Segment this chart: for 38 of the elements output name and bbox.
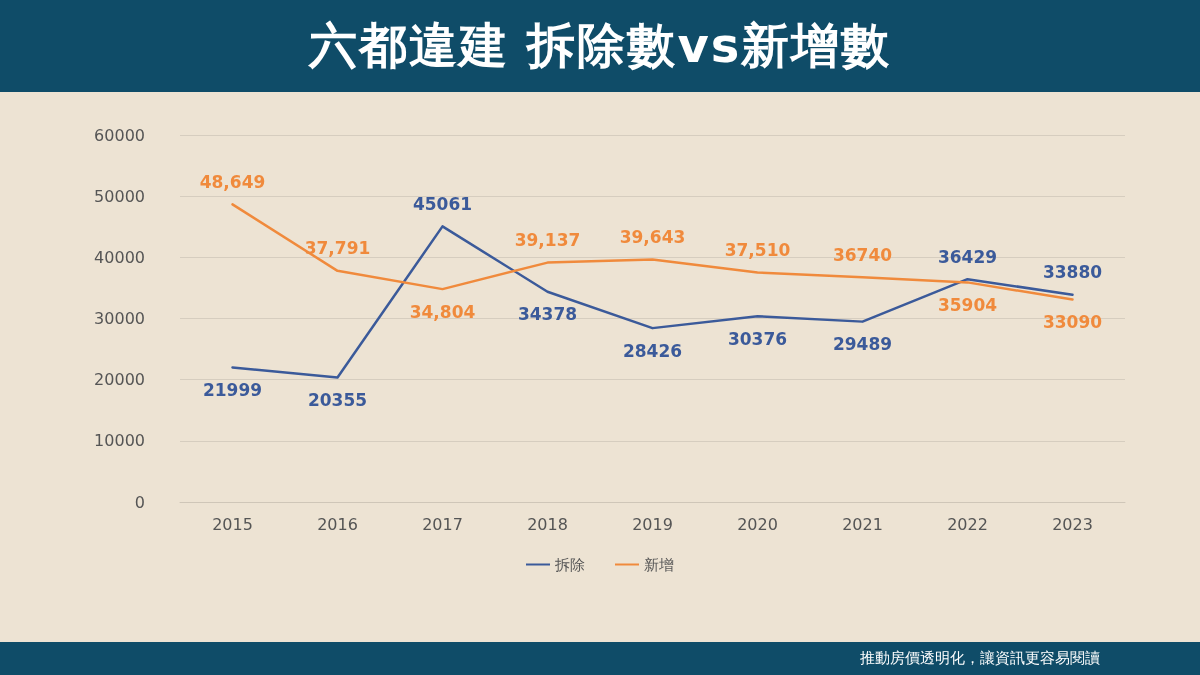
- x-tick-label: 2015: [212, 514, 253, 534]
- data-label: 37,791: [304, 238, 371, 259]
- data-label: 45061: [412, 193, 473, 214]
- data-label: 30376: [727, 328, 788, 349]
- y-tick-label: 50000: [94, 186, 145, 206]
- y-tick-label: 10000: [94, 431, 145, 451]
- data-label: 35904: [937, 294, 998, 315]
- y-tick-label: 20000: [94, 370, 145, 390]
- x-tick-label: 2019: [632, 514, 673, 534]
- data-label: 20355: [307, 390, 368, 410]
- x-tick-label: 2021: [842, 514, 883, 534]
- x-tick-label: 2023: [1052, 514, 1093, 534]
- chart-title: 六都違建 拆除數vs新增數: [308, 16, 892, 75]
- y-tick-label: 30000: [94, 309, 145, 328]
- data-label: 48,649: [199, 171, 266, 192]
- data-label: 36740: [832, 244, 893, 265]
- data-label: 37,510: [724, 240, 791, 261]
- x-tick-label: 2017: [422, 514, 463, 534]
- x-tick-label: 2016: [317, 514, 358, 534]
- data-label: 39,137: [514, 230, 581, 251]
- y-tick-label: 40000: [94, 247, 145, 267]
- data-label: 21999: [202, 379, 263, 400]
- x-tick-label: 2020: [737, 514, 778, 534]
- data-label: 39,643: [619, 227, 686, 248]
- x-tick-label: 2022: [947, 514, 988, 534]
- data-label: 33090: [1042, 312, 1103, 333]
- data-label: 29489: [832, 334, 893, 355]
- legend-label: 新增: [644, 555, 674, 574]
- data-label: 28426: [622, 340, 683, 361]
- data-label: 36429: [937, 246, 998, 267]
- data-label: 34378: [517, 304, 578, 325]
- text: 推動房價透明化，讓資訊更容易閱讀: [860, 649, 1100, 668]
- data-label: 34,804: [409, 301, 476, 322]
- x-tick-label: 2018: [527, 514, 568, 534]
- y-tick-label: 0: [134, 492, 145, 512]
- data-label: 33880: [1042, 262, 1103, 283]
- legend-label: 拆除: [554, 555, 585, 574]
- y-tick-label: 60000: [94, 125, 145, 145]
